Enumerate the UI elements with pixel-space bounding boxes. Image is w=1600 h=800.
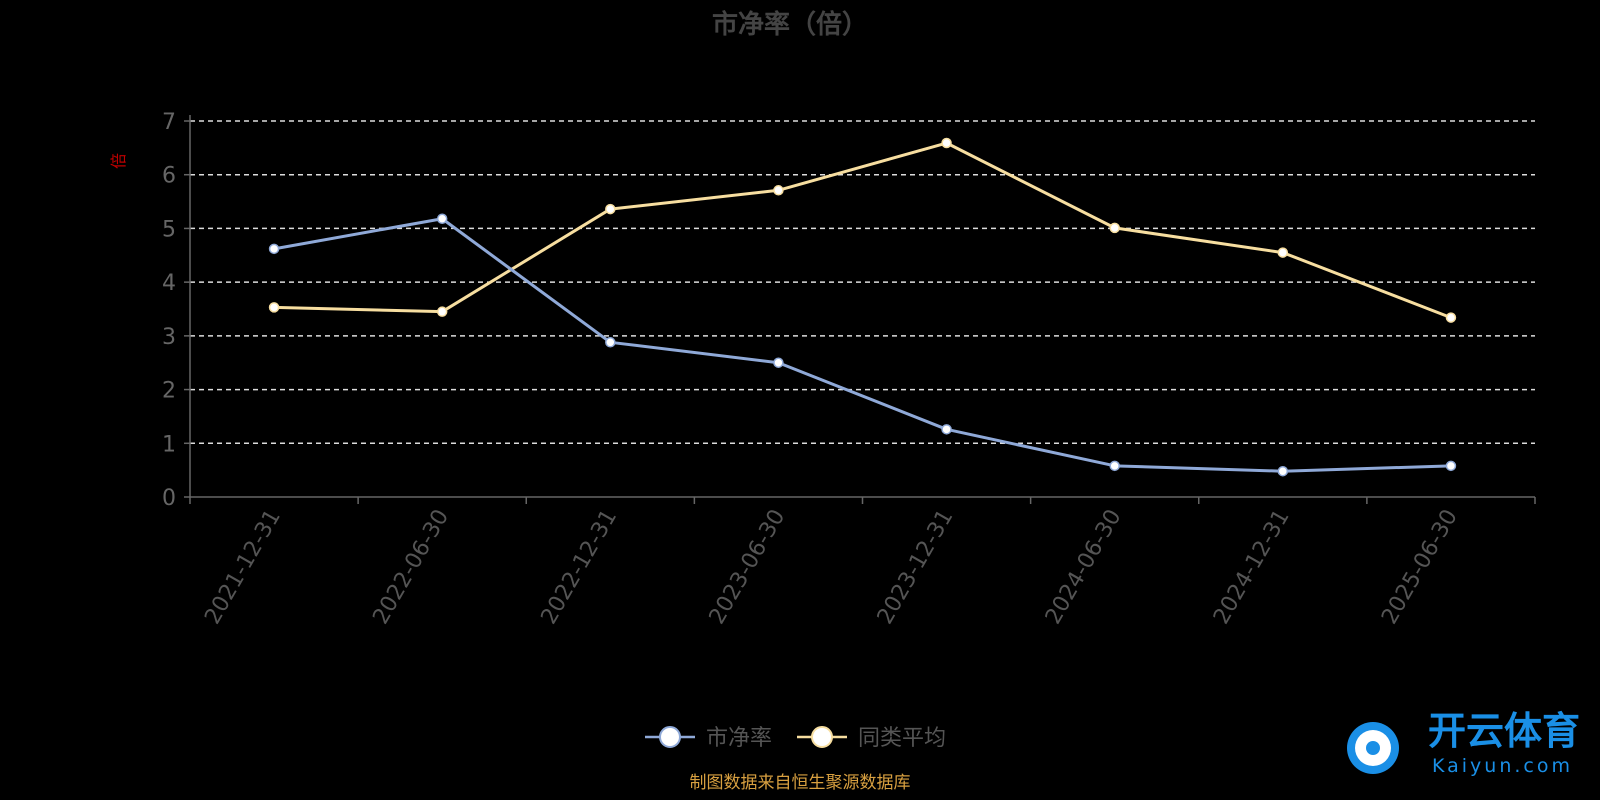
data-point[interactable] xyxy=(268,302,280,313)
series-line xyxy=(274,141,1452,319)
watermark-en: Kaiyun.com xyxy=(1432,755,1573,777)
data-point[interactable] xyxy=(436,213,448,225)
x-tick-label: 2023-06-30 xyxy=(705,505,791,628)
y-tick-label: 0 xyxy=(162,486,176,511)
series-group xyxy=(268,137,1457,323)
data-point[interactable] xyxy=(1277,247,1289,258)
legend-label: 市净率 xyxy=(706,726,772,751)
legend-marker xyxy=(811,726,833,748)
data-point[interactable] xyxy=(941,137,952,149)
y-axis-label: 倍 xyxy=(109,153,128,169)
x-tick-label: 2022-06-30 xyxy=(368,505,454,628)
x-tick-labels: 2021-12-31 2022-06-30 2022-12-31 2023-06-30… xyxy=(200,505,1462,628)
axes xyxy=(189,115,1536,504)
y-tick-label: 2 xyxy=(162,379,176,404)
data-point[interactable] xyxy=(1277,465,1289,477)
data-point[interactable] xyxy=(1445,312,1457,323)
chart-title: 市净率（倍） xyxy=(712,9,868,40)
data-point[interactable] xyxy=(268,243,280,255)
data-point[interactable] xyxy=(1109,460,1120,472)
y-tick-label: 3 xyxy=(162,325,176,350)
x-tick-label: 2025-06-30 xyxy=(1377,505,1463,628)
data-point[interactable] xyxy=(605,337,616,348)
x-tick-label: 2021-12-31 xyxy=(200,505,286,628)
ball-icon-patch xyxy=(1366,741,1380,755)
data-point[interactable] xyxy=(436,306,448,317)
y-tick-label: 7 xyxy=(162,110,176,135)
watermark-logo: 开云体育 Kaiyun.com xyxy=(1347,709,1580,777)
source-note: 制图数据来自恒生聚源数据库 xyxy=(690,773,911,793)
x-tick-label: 2024-12-31 xyxy=(1209,505,1295,628)
data-point[interactable] xyxy=(773,185,784,196)
legend-marker xyxy=(659,726,681,748)
legend[interactable]: 市净率 同类平均 xyxy=(645,726,946,751)
legend-item[interactable]: 市净率 xyxy=(645,726,772,751)
y-tick-label: 6 xyxy=(162,164,176,189)
legend-label: 同类平均 xyxy=(858,726,946,751)
y-tick-label: 5 xyxy=(162,217,176,242)
x-tick-label: 2024-06-30 xyxy=(1041,505,1127,628)
y-tick-label: 4 xyxy=(162,271,176,296)
watermark-cn: 开云体育 xyxy=(1428,709,1580,753)
data-point[interactable] xyxy=(941,424,952,435)
x-tick-label: 2023-12-31 xyxy=(873,505,959,628)
y-tick-label: 1 xyxy=(162,432,176,457)
series-layer xyxy=(268,137,1457,477)
data-point[interactable] xyxy=(1109,222,1120,234)
data-point[interactable] xyxy=(1445,460,1457,472)
x-tick-label: 2022-12-31 xyxy=(537,505,623,628)
series-group xyxy=(268,213,1457,477)
grid-lines xyxy=(190,120,1535,445)
series-line xyxy=(273,217,1451,473)
legend-item[interactable]: 同类平均 xyxy=(797,726,946,751)
data-point[interactable] xyxy=(605,203,616,215)
y-tick-labels: 0 1 2 3 4 5 6 7 xyxy=(162,110,190,511)
data-point[interactable] xyxy=(773,357,784,368)
